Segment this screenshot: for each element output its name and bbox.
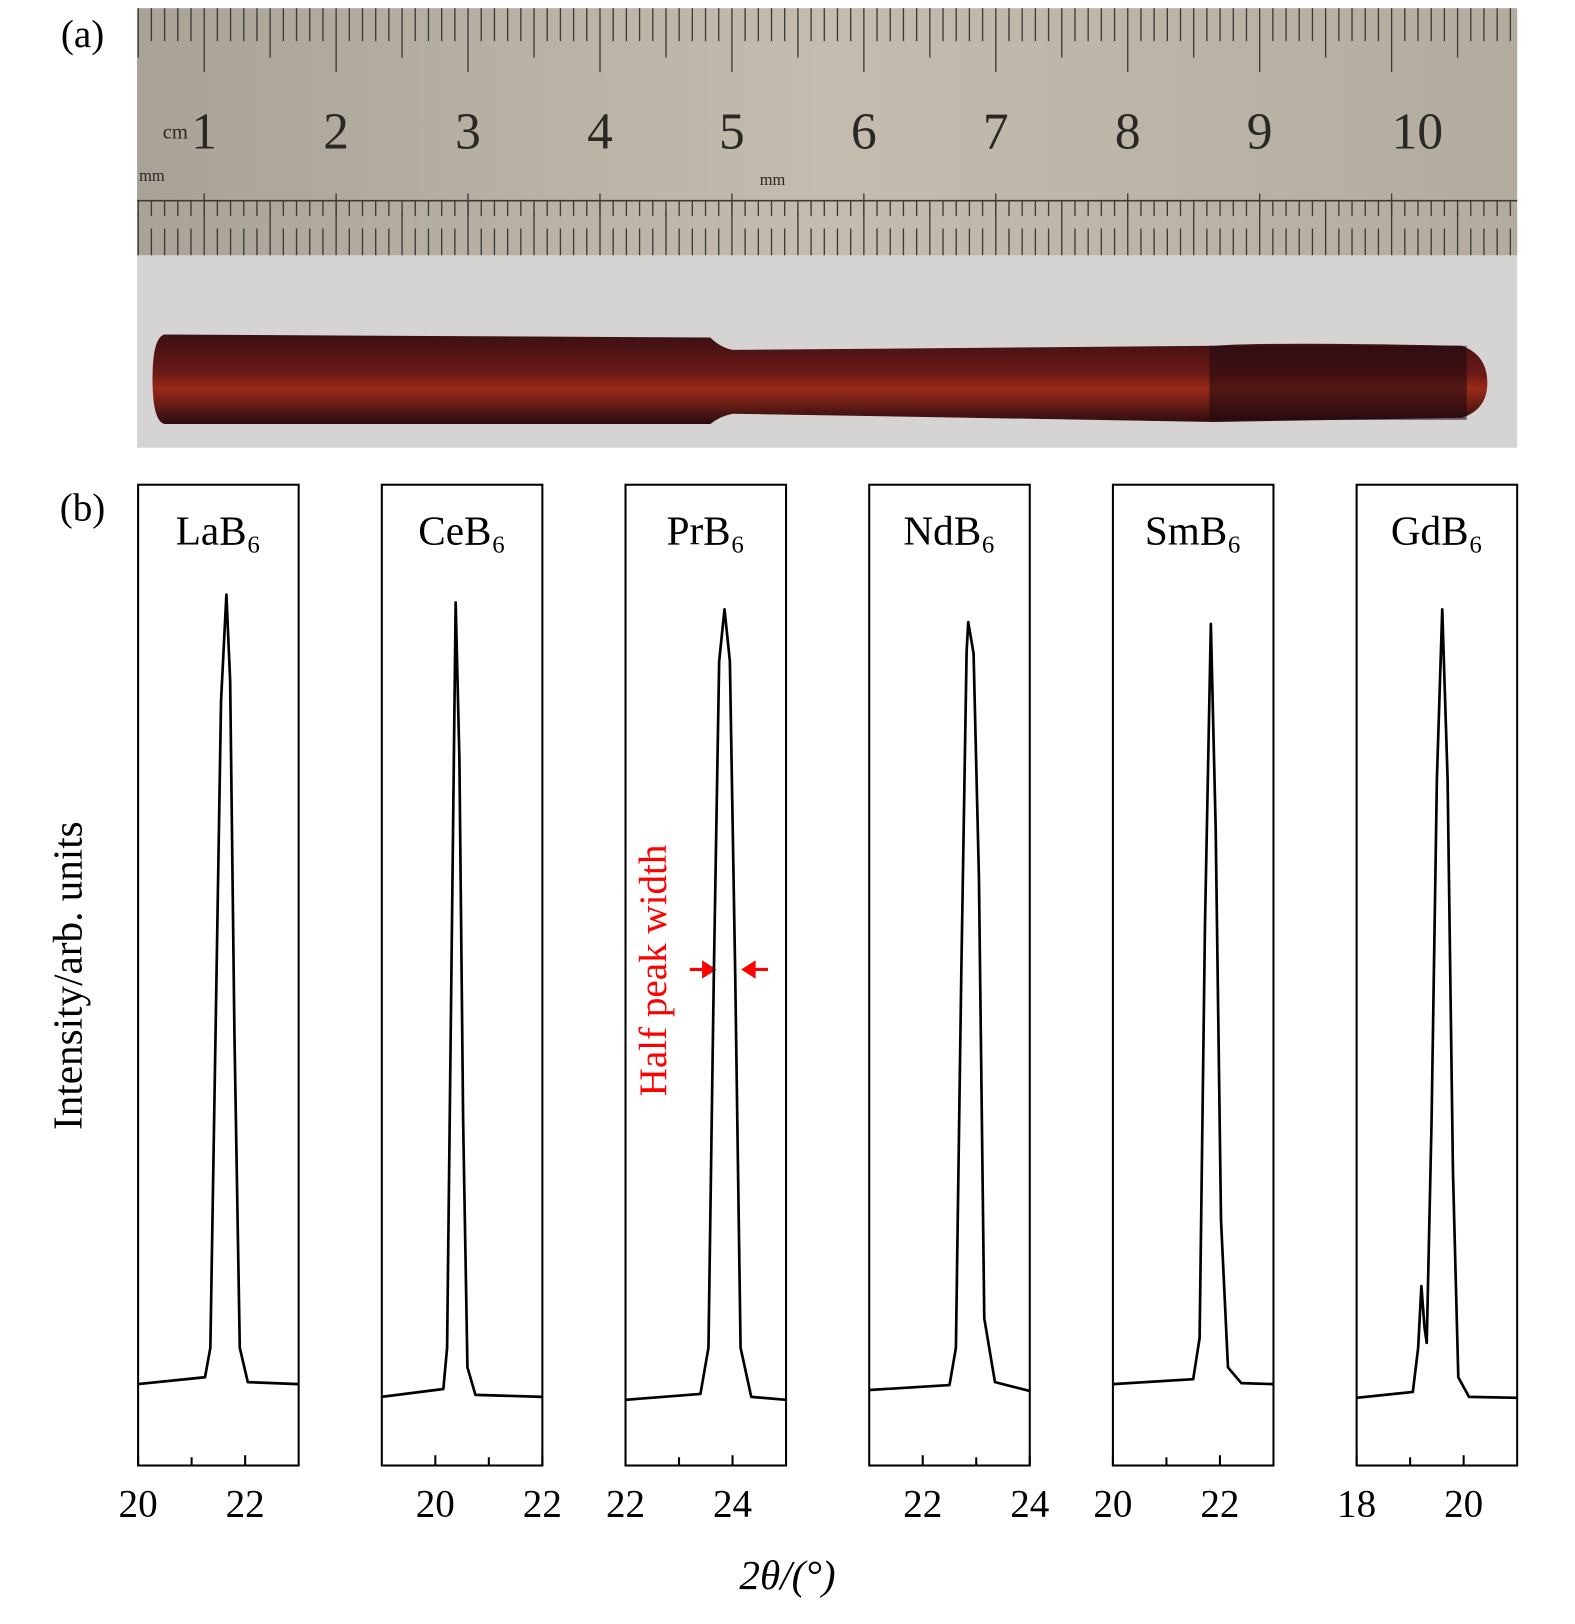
panel-title: GdB₆ bbox=[1391, 508, 1483, 554]
ruler-ticks bbox=[137, 8, 1512, 256]
xrd-line bbox=[1112, 622, 1274, 1386]
panel-frame bbox=[380, 483, 544, 1467]
x-tick-label: 18 bbox=[1337, 1483, 1376, 1526]
panel-title: LaB₆ bbox=[176, 508, 261, 554]
xrd-line bbox=[1356, 607, 1518, 1400]
x-tick-label: 20 bbox=[416, 1483, 455, 1526]
ruler-number: 8 bbox=[1115, 104, 1141, 161]
x-tick-label: 20 bbox=[1093, 1483, 1132, 1526]
ruler-number: 5 bbox=[719, 104, 745, 161]
ruler-unit: cm bbox=[163, 122, 188, 144]
rod bbox=[152, 334, 1488, 425]
arrows bbox=[689, 960, 768, 979]
panel-label: (a) bbox=[61, 13, 104, 56]
panel-frame bbox=[1111, 483, 1275, 1467]
xrd-line bbox=[869, 620, 1031, 1393]
x-tick-label: 22 bbox=[606, 1483, 645, 1526]
x-tick-label: 22 bbox=[523, 1483, 562, 1526]
x-tick-label: 20 bbox=[119, 1483, 158, 1526]
xrd-line bbox=[381, 601, 543, 1399]
panel-label: (b) bbox=[60, 486, 106, 529]
x-tick-label: 24 bbox=[713, 1483, 752, 1526]
panel-frame bbox=[137, 483, 300, 1467]
ruler-number: 4 bbox=[587, 104, 613, 161]
x-tick-label: 20 bbox=[1444, 1483, 1483, 1526]
photo: cm mm mm bbox=[137, 8, 1518, 448]
panel-title: PrB₆ bbox=[667, 508, 745, 554]
ruler-number: 1 bbox=[191, 104, 217, 161]
panel-title: NdB₆ bbox=[903, 508, 995, 554]
annotation: Half peak width bbox=[632, 844, 675, 1096]
rod-end bbox=[1209, 345, 1467, 420]
xrd-line bbox=[625, 607, 787, 1402]
x-tick-label: 22 bbox=[1200, 1483, 1239, 1526]
x-tick-label: 24 bbox=[1010, 1483, 1049, 1526]
ruler-number: 7 bbox=[983, 104, 1009, 161]
xrd-line bbox=[137, 593, 299, 1386]
panel-title: CeB₆ bbox=[418, 508, 506, 554]
ruler-unit: mm bbox=[139, 166, 165, 185]
ruler bbox=[137, 8, 1518, 256]
panel-frame bbox=[1355, 483, 1519, 1467]
ruler-number: 10 bbox=[1392, 104, 1443, 161]
ruler-number: 9 bbox=[1247, 104, 1273, 161]
panel-frame bbox=[624, 483, 788, 1467]
ruler-number: 2 bbox=[323, 104, 349, 161]
y-axis-label: Intensity/arb. units bbox=[45, 821, 91, 1130]
x-axis-label: 2θ/(°) bbox=[739, 1552, 835, 1599]
panel-frame bbox=[868, 483, 1031, 1467]
ruler-unit: mm bbox=[760, 170, 786, 189]
ruler-number: 6 bbox=[851, 104, 877, 161]
panel-title: SmB₆ bbox=[1145, 508, 1242, 554]
ruler-number: 3 bbox=[455, 104, 481, 161]
x-tick-label: 22 bbox=[903, 1483, 942, 1526]
x-tick-label: 22 bbox=[226, 1483, 265, 1526]
